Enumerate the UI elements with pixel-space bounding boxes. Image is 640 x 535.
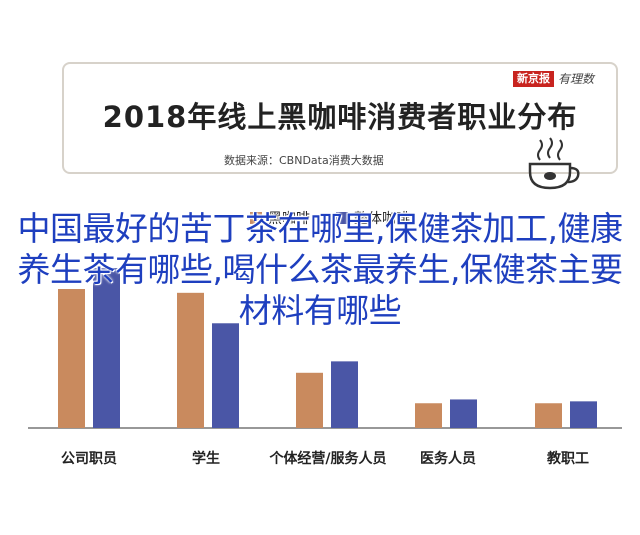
legend-label-all-coffee: 整体咖啡 <box>354 211 410 227</box>
bar-black-coffee <box>296 372 323 428</box>
brand-script: 有理数 <box>557 72 594 86</box>
legend-swatch-black-coffee <box>250 212 262 224</box>
bar-black-coffee <box>177 292 204 428</box>
coffee-cup-icon <box>528 137 580 190</box>
chart-header-card: 新京报 有理数 2018年线上黑咖啡消费者职业分布 数据来源：CBNData消费… <box>62 62 618 190</box>
brand-badge: 新京报 <box>512 70 554 87</box>
data-source: 数据来源：CBNData消费大数据 <box>224 154 384 167</box>
x-tick-label: 教职工 <box>547 451 589 467</box>
bar-all-coffee <box>450 399 477 428</box>
chart-title: 2018年线上黑咖啡消费者职业分布 <box>102 100 578 134</box>
bar-all-coffee <box>331 361 358 428</box>
bar-all-coffee <box>212 323 239 428</box>
bar-all-coffee <box>93 268 120 428</box>
bar-black-coffee <box>58 289 85 428</box>
x-tick-label: 医务人员 <box>420 451 476 467</box>
bar-all-coffee <box>570 401 597 428</box>
bar-black-coffee <box>535 403 562 428</box>
brand-logo: 新京报 有理数 <box>512 70 594 87</box>
legend-label-black-coffee: 黑咖啡 <box>268 211 310 227</box>
bar-black-coffee <box>415 403 442 428</box>
chart-legend: 黑咖啡 整体咖啡 <box>250 208 410 228</box>
x-tick-label: 学生 <box>192 451 220 467</box>
overlay-caption: 中国最好的苦丁茶在哪里,保健茶加工,健康养生茶有哪些,喝什么茶最养生,保健茶主要… <box>17 209 623 330</box>
x-tick-label: 个体经营/服务人员 <box>269 451 387 467</box>
legend-swatch-all-coffee <box>336 212 348 224</box>
legend-item-all-coffee: 整体咖啡 <box>336 208 410 228</box>
x-tick-label: 公司职员 <box>61 451 117 467</box>
legend-item-black-coffee: 黑咖啡 <box>250 208 310 228</box>
